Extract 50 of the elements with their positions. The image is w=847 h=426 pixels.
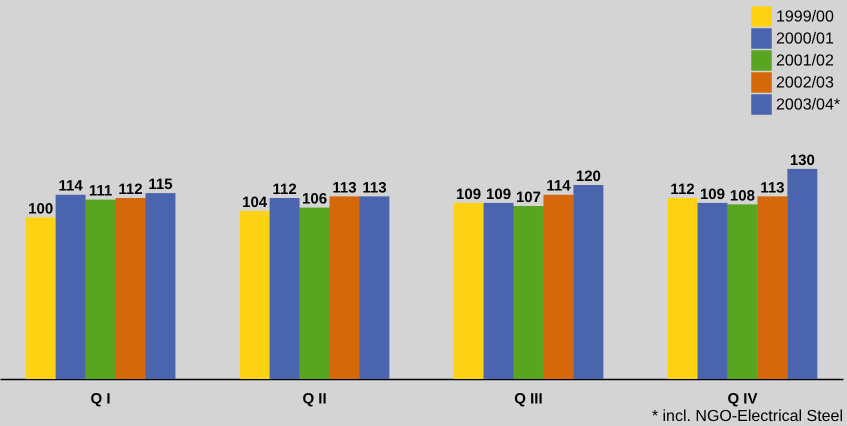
bar [329,196,360,379]
bar [116,198,146,379]
bar [26,217,56,379]
data-label: 106 [302,190,328,208]
data-label: 113 [332,179,357,196]
data-label: 113 [362,179,387,196]
bar [668,198,698,379]
data-label: 111 [88,182,112,200]
bar [484,202,514,379]
data-label: 109 [700,186,725,203]
data-label: 107 [516,189,541,206]
data-label: 112 [272,180,297,198]
bar [514,206,544,379]
bar [573,185,604,379]
data-label: 113 [760,179,784,196]
bar [240,210,270,379]
data-label: 104 [242,194,268,211]
x-tick-label: Q III [514,390,543,408]
data-label: 100 [28,200,54,218]
data-label: 114 [58,178,84,195]
x-tick-label: Q II [302,390,327,408]
data-label: 112 [118,180,143,198]
text: * incl. NGO-Electrical Steel [652,408,843,425]
legend-label: 2000/01 [776,30,834,48]
legend-label: 2001/02 [776,52,834,70]
data-label: 120 [576,168,601,186]
data-label: 108 [730,187,755,204]
data-label: 109 [456,186,482,203]
bar [270,198,300,379]
bar [787,168,818,379]
legend-label: 1999/00 [776,8,834,26]
bar [300,208,330,379]
bar [698,202,728,379]
data-label: 109 [486,186,512,203]
x-tick-label: Q IV [727,390,758,408]
data-label: 112 [670,180,695,198]
bar [359,196,390,379]
legend-label: 2002/03 [776,74,834,92]
bar [145,193,176,379]
data-label: 130 [790,152,815,169]
data-label: 114 [546,178,572,195]
bar [56,194,86,379]
bar [543,194,574,379]
bar [454,202,484,379]
bar [86,200,116,379]
legend-label: 2003/04* [776,96,840,114]
x-tick-label: Q I [90,390,111,408]
bar [727,204,758,379]
bar [757,196,788,379]
data-label: 115 [148,176,173,194]
